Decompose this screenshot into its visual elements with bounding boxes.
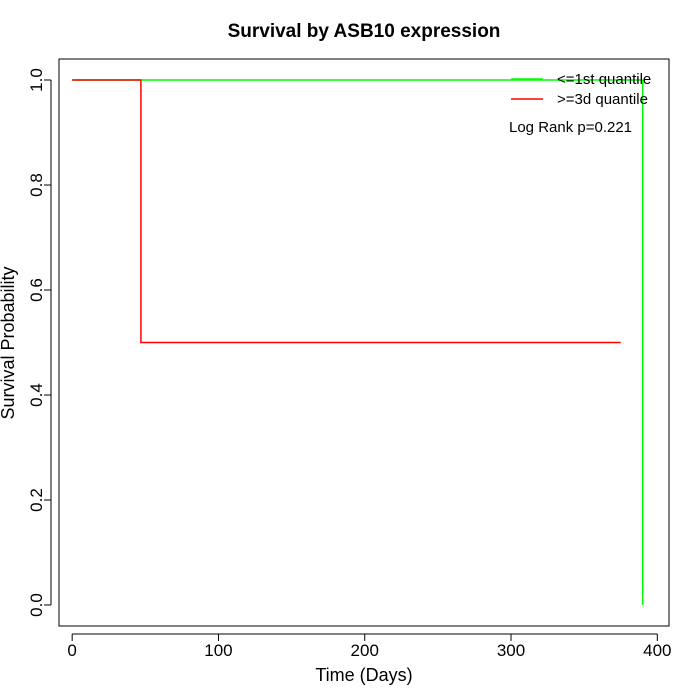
x-tick-label: 100 xyxy=(204,641,232,660)
series-line-high-quantile xyxy=(72,79,621,344)
log-rank-annotation: Log Rank p=0.221 xyxy=(509,119,632,136)
x-axis: 0 100 200 300 400 xyxy=(67,633,671,660)
y-tick-label: 0.0 xyxy=(27,593,46,617)
series-layer xyxy=(72,79,644,605)
legend-label: >=3d quantile xyxy=(557,91,648,108)
x-tick-label: 0 xyxy=(67,641,76,660)
x-tick-label: 300 xyxy=(497,641,525,660)
y-axis: 0.0 0.2 0.4 0.6 0.8 1.0 xyxy=(27,68,52,617)
y-tick-label: 0.4 xyxy=(27,383,46,407)
x-tick-label: 400 xyxy=(643,641,671,660)
chart-title: Survival by ASB10 expression xyxy=(228,21,501,42)
y-tick-label: 0.2 xyxy=(27,488,46,512)
x-tick-label: 200 xyxy=(351,641,379,660)
x-axis-title: Time (Days) xyxy=(315,665,412,685)
y-tick-label: 0.6 xyxy=(27,278,46,302)
legend: <=1st quantile >=3d quantile xyxy=(511,71,651,108)
y-tick-label: 1.0 xyxy=(27,68,46,92)
y-axis-title: Survival Probability xyxy=(0,266,18,419)
series-line-low-quantile xyxy=(72,79,644,605)
plot-frame xyxy=(58,58,670,627)
y-tick-label: 0.8 xyxy=(27,173,46,197)
legend-label: <=1st quantile xyxy=(557,71,651,88)
